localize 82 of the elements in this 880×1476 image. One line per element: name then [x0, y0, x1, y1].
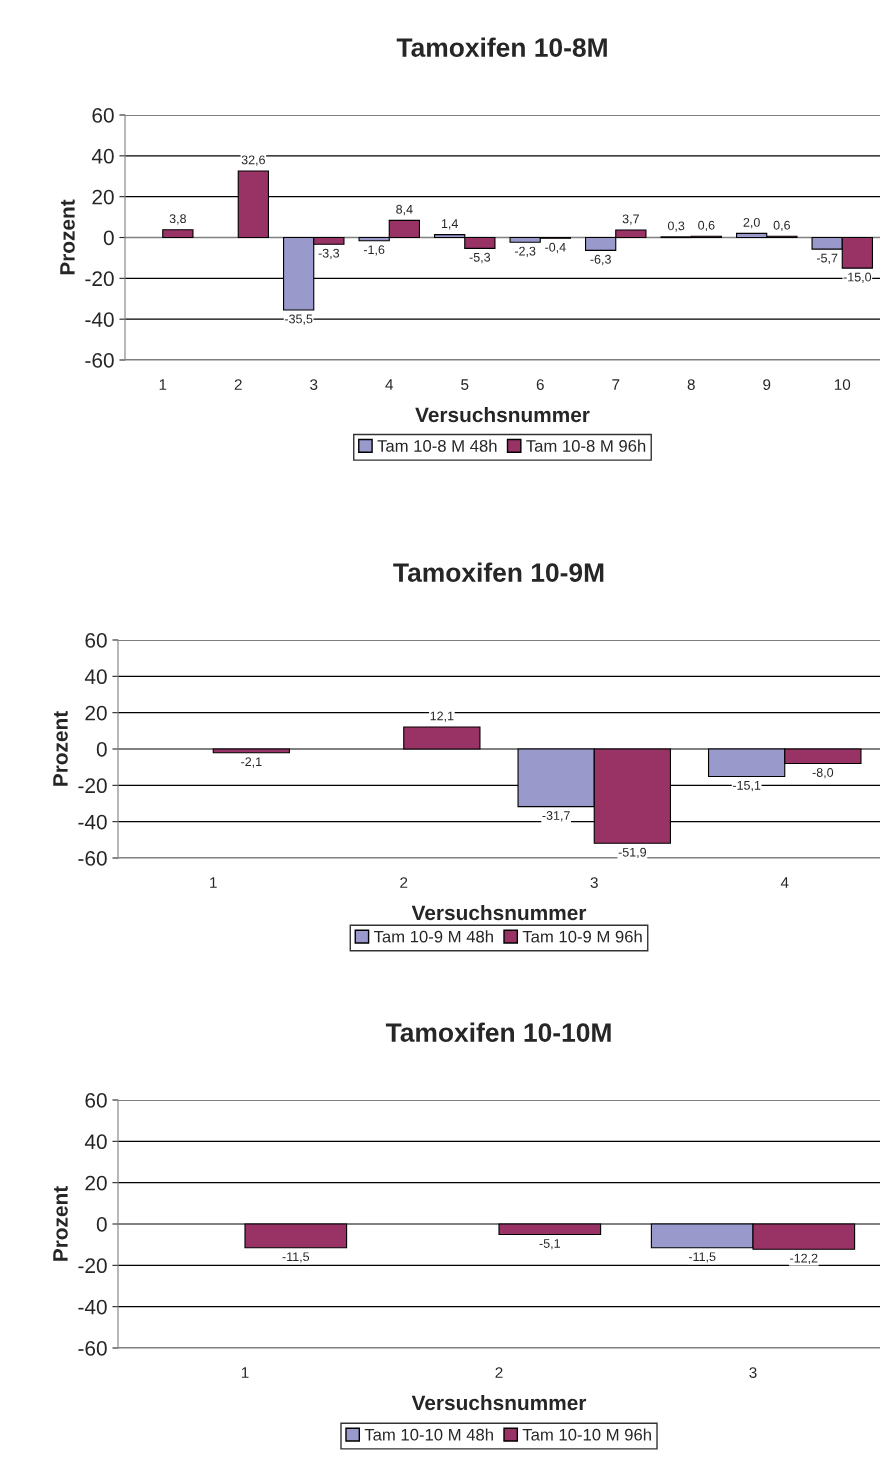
y-tick-label: -20	[85, 271, 114, 287]
x-tick-label: 1	[159, 379, 167, 390]
x-tick-label: 5	[461, 379, 469, 390]
data-label: -12,2	[790, 1253, 818, 1265]
y-tick-label: -40	[85, 312, 114, 327]
y-tick-label: 20	[85, 1175, 107, 1191]
y-tick-label: -40	[78, 814, 107, 830]
x-tick-label: 3	[590, 877, 598, 888]
y-tick-label: 20	[92, 189, 114, 205]
y-tick-label: 0	[96, 742, 107, 757]
chart-title: Tamoxifen 10-9M	[393, 562, 604, 582]
y-tick-label: -40	[78, 1299, 107, 1315]
data-label: -8,0	[812, 768, 834, 779]
x-tick-label: 1	[241, 1367, 249, 1378]
data-label: 12,1	[430, 711, 454, 722]
chart-title: Tamoxifen 10-10M	[385, 1022, 611, 1042]
data-label: -3,3	[318, 248, 340, 260]
data-label: -0,4	[545, 242, 566, 254]
legend-label: Tam 10-8 M 48h	[377, 439, 497, 452]
y-tick-label: 60	[85, 633, 107, 648]
data-label: -5,7	[816, 253, 838, 264]
y-tick-label: 40	[84, 1134, 107, 1150]
data-label: 8,4	[396, 204, 413, 216]
y-tick-label: -60	[85, 353, 114, 368]
data-label: -15,1	[732, 781, 761, 792]
legend-label: Tam 10-8 M 96h	[526, 439, 646, 452]
data-label: -1,6	[363, 245, 385, 256]
data-label: 1,4	[441, 219, 458, 230]
y-tick-label: -20	[78, 778, 107, 794]
x-tick-label: 1	[210, 877, 217, 888]
x-tick-label: 3	[310, 379, 318, 390]
data-label: -2,1	[241, 757, 262, 768]
y-tick-label: 60	[92, 108, 114, 123]
data-label: -31,7	[542, 811, 570, 822]
x-tick-label: 2	[400, 877, 408, 888]
legend-label: Tam 10-10 M 96h	[522, 1428, 651, 1441]
data-label: 3,8	[169, 214, 186, 225]
y-tick-label: -60	[78, 1341, 107, 1356]
y-tick-label: 0	[103, 230, 114, 246]
x-tick-label: 6	[536, 379, 544, 390]
x-tick-label: 10	[834, 379, 851, 390]
data-label: 0,6	[698, 220, 715, 232]
chart-title: Tamoxifen 10-8M	[396, 37, 607, 57]
y-tick-label: 0	[96, 1217, 107, 1232]
y-tick-label: 40	[84, 669, 107, 685]
x-axis-title: Versuchsnummer	[411, 1394, 587, 1411]
y-axis-title: Prozent	[60, 199, 75, 275]
y-tick-label: 60	[85, 1093, 107, 1108]
data-label: 0,6	[773, 220, 790, 232]
x-tick-label: 3	[749, 1367, 757, 1378]
x-tick-label: 7	[612, 379, 620, 390]
data-label: -11,5	[688, 1252, 716, 1263]
x-tick-label: 8	[687, 379, 695, 390]
x-tick-label: 2	[495, 1367, 503, 1378]
y-tick-label: 40	[91, 148, 114, 164]
x-tick-label: 4	[780, 877, 789, 888]
x-tick-label: 4	[385, 379, 394, 390]
data-label: -5,3	[469, 252, 491, 264]
y-axis-title: Prozent	[53, 711, 68, 786]
legend-label: Tam 10-10 M 48h	[364, 1428, 493, 1441]
data-label: 32,6	[241, 155, 265, 166]
data-label: -2,3	[514, 246, 536, 258]
legend-label: Tam 10-9 M 48h	[373, 930, 493, 943]
x-axis-title: Versuchsnummer	[415, 406, 590, 423]
data-label: 0,3	[667, 221, 685, 232]
data-label: -6,3	[590, 254, 611, 266]
y-axis-title: Prozent	[53, 1186, 68, 1261]
data-label: -5,1	[539, 1239, 560, 1250]
data-label: 3,7	[622, 214, 639, 225]
y-tick-label: -20	[78, 1258, 107, 1274]
data-label: -51,9	[618, 847, 646, 859]
data-label: -15,0	[843, 272, 872, 283]
x-tick-label: 9	[763, 379, 771, 390]
data-label: -35,5	[284, 314, 313, 325]
data-label: 2,0	[743, 217, 760, 229]
legend-label: Tam 10-9 M 96h	[522, 930, 642, 943]
bar	[162, 229, 194, 239]
data-label: -11,5	[282, 1252, 310, 1263]
x-tick-label: 2	[234, 379, 242, 390]
y-tick-label: 20	[85, 705, 107, 721]
y-tick-label: -60	[78, 851, 107, 866]
x-axis-title: Versuchsnummer	[411, 904, 587, 921]
